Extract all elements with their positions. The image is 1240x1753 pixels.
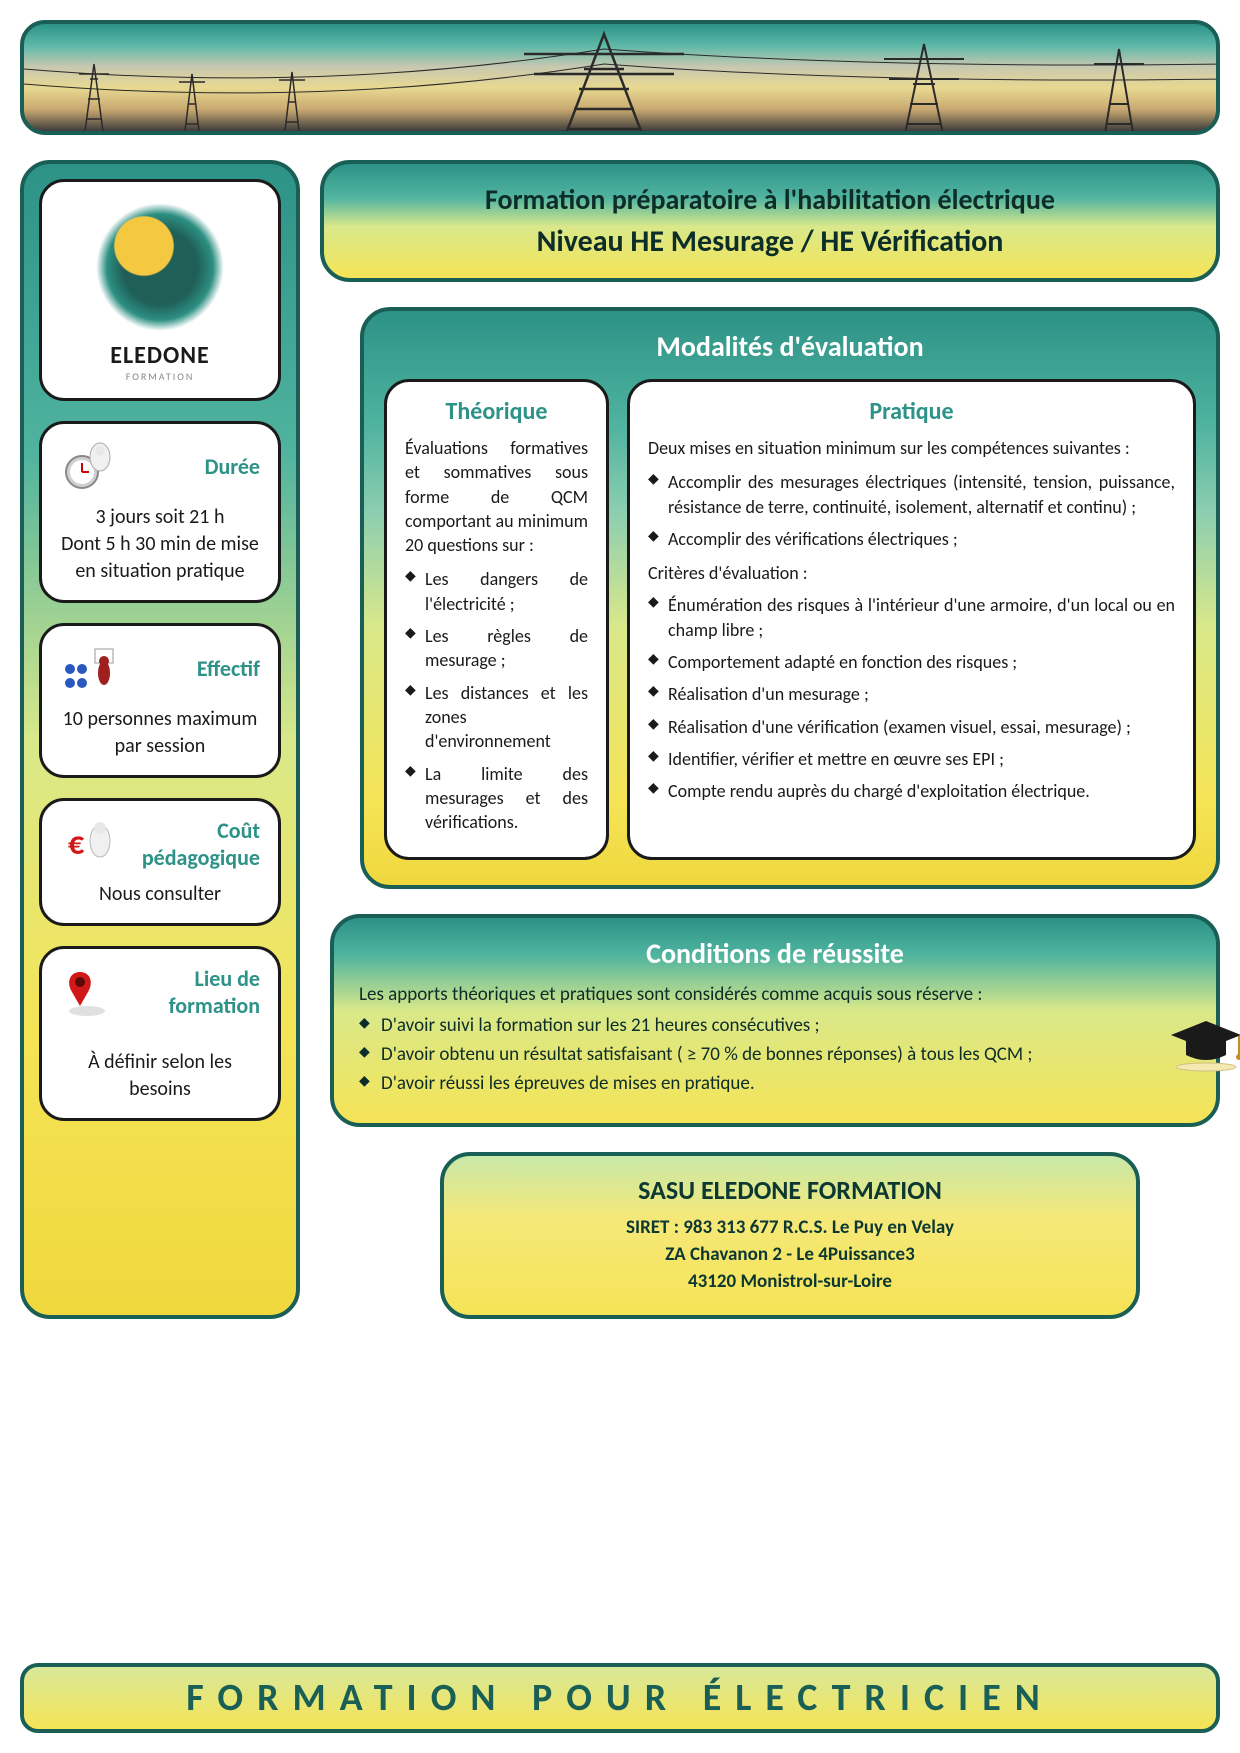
prat-item: Accomplir des vérifications électriques … (648, 527, 1175, 551)
prat-list1: Accomplir des mesurages électriques (int… (648, 470, 1175, 551)
prat-item: Réalisation d'une vérification (examen v… (648, 715, 1175, 739)
prat-item: Accomplir des mesurages électriques (int… (648, 470, 1175, 519)
lieu-body: À définir selon les besoins (60, 1049, 260, 1103)
logo-sub: FORMATION (57, 370, 263, 383)
prat-item: Énumération des risques à l'intérieur d'… (648, 593, 1175, 642)
euro-icon: € (60, 816, 115, 871)
logo-brand: ELEDONE (57, 341, 263, 370)
theo-intro: Évaluations formatives et sommatives sou… (405, 436, 588, 557)
footer-text: FORMATION POUR ÉLECTRICIEN (186, 1675, 1054, 1721)
footer-banner: FORMATION POUR ÉLECTRICIEN (20, 1663, 1220, 1733)
contact-addr2: 43120 Monistrol-sur-Loire (474, 1270, 1106, 1293)
sidebar: ELEDONE FORMATION Durée 3 jours soit 21 … (20, 160, 300, 1319)
theo-item: Les dangers de l'électricité ; (405, 567, 588, 616)
cond-item: D'avoir suivi la formation sur les 21 he… (359, 1014, 1191, 1037)
prat-intro: Deux mises en situation minimum sur les … (648, 436, 1175, 460)
duree-line1: 3 jours soit 21 h (60, 504, 260, 531)
logo-image (80, 197, 240, 337)
theo-item: Les règles de mesurage ; (405, 624, 588, 673)
lieu-title: Lieu de formation (125, 965, 260, 1019)
prat-title: Pratique (648, 397, 1175, 426)
title-line2: Niveau HE Mesurage / HE Vérification (354, 223, 1186, 260)
title-line1: Formation préparatoire à l'habilitation … (354, 182, 1186, 217)
duree-title: Durée (125, 453, 260, 480)
contact-siret: SIRET : 983 313 677 R.C.S. Le Puy en Vel… (474, 1216, 1106, 1239)
lieu-card: Lieu de formation À définir selon les be… (39, 946, 281, 1121)
theo-title: Théorique (405, 397, 588, 426)
cond-heading: Conditions de réussite (359, 936, 1191, 971)
cond-panel: Conditions de réussite Les apports théor… (330, 914, 1220, 1127)
theo-card: Théorique Évaluations formatives et somm… (384, 379, 609, 860)
svg-text:€: € (68, 824, 85, 863)
duree-card: Durée 3 jours soit 21 h Dont 5 h 30 min … (39, 421, 281, 603)
prat-item: Comportement adapté en fonction des risq… (648, 650, 1175, 674)
theo-item: Les distances et les zones d'environneme… (405, 681, 588, 754)
cond-item: D'avoir obtenu un résultat satisfaisant … (359, 1043, 1191, 1066)
duree-line2: Dont 5 h 30 min de mise en situation pra… (60, 531, 260, 585)
prat-item: Compte rendu auprès du chargé d'exploita… (648, 779, 1175, 803)
theo-list: Les dangers de l'électricité ; Les règle… (405, 567, 588, 834)
prat-list2: Énumération des risques à l'intérieur d'… (648, 593, 1175, 803)
cout-body: Nous consulter (60, 881, 260, 908)
cout-card: € Coût pédagogique Nous consulter (39, 798, 281, 926)
group-icon (60, 641, 115, 696)
effectif-title: Effectif (125, 655, 260, 682)
cond-intro: Les apports théoriques et pratiques sont… (359, 983, 1191, 1006)
cout-title: Coût pédagogique (125, 817, 260, 871)
cond-list: D'avoir suivi la formation sur les 21 he… (359, 1014, 1191, 1095)
contact-box: SASU ELEDONE FORMATION SIRET : 983 313 6… (440, 1152, 1140, 1319)
graduation-cap-icon (1161, 1013, 1240, 1073)
pin-icon (60, 964, 115, 1019)
criteria-label: Critères d'évaluation : (648, 561, 1175, 585)
contact-addr1: ZA Chavanon 2 - Le 4Puissance3 (474, 1243, 1106, 1266)
logo-card: ELEDONE FORMATION (39, 179, 281, 401)
clock-icon (60, 439, 115, 494)
eval-panel: Modalités d'évaluation Théorique Évaluat… (360, 307, 1220, 889)
hero-banner (20, 20, 1220, 135)
effectif-card: Effectif 10 personnes maximum par sessio… (39, 623, 281, 778)
prat-item: Réalisation d'un mesurage ; (648, 682, 1175, 706)
title-box: Formation préparatoire à l'habilitation … (320, 160, 1220, 282)
effectif-body: 10 personnes maximum par session (60, 706, 260, 760)
pylons-illustration (24, 24, 1220, 135)
contact-name: SASU ELEDONE FORMATION (474, 1174, 1106, 1206)
eval-heading: Modalités d'évaluation (384, 329, 1196, 364)
prat-item: Identifier, vérifier et mettre en œuvre … (648, 747, 1175, 771)
theo-item: La limite des mesurages et des vérificat… (405, 762, 588, 835)
cond-item: D'avoir réussi les épreuves de mises en … (359, 1072, 1191, 1095)
prat-card: Pratique Deux mises en situation minimum… (627, 379, 1196, 860)
